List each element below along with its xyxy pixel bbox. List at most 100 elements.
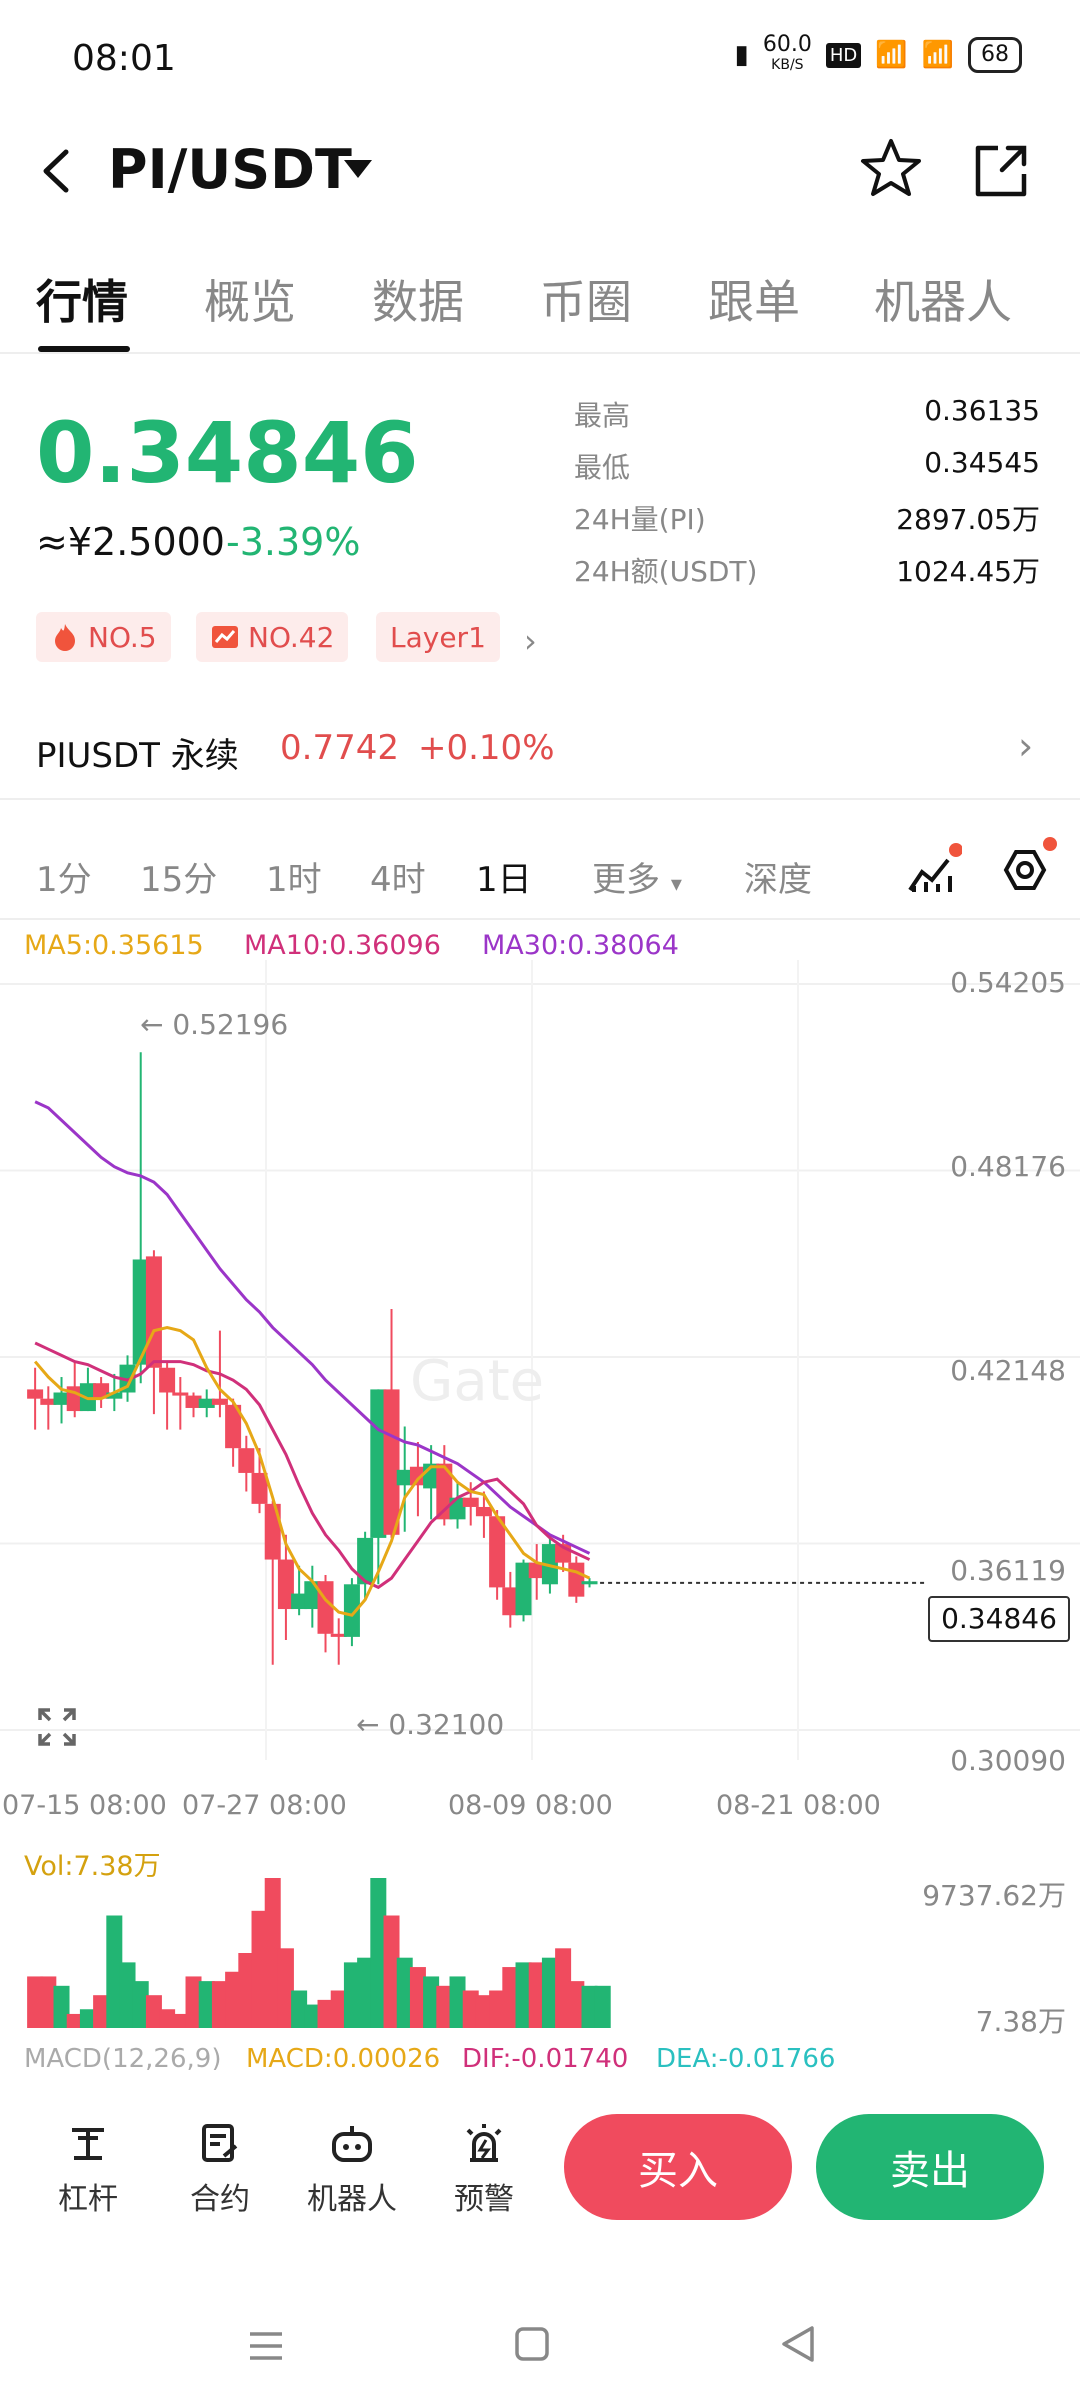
stat-low-label: 最低 [574,451,631,484]
timeframe-4h[interactable]: 4时 [370,860,426,900]
volume-bar [423,1976,440,2028]
x-tick-label: 07-15 08:00 [2,1790,167,1821]
timeframe-1m[interactable]: 1分 [36,860,92,900]
share-icon[interactable] [970,140,1032,202]
tab-market[interactable]: 行情 [36,275,128,329]
volume-bar [251,1910,268,2028]
candle-body [264,1503,281,1560]
volume-bar [370,1878,387,2028]
volume-bar [357,1957,374,2028]
divider [0,352,1080,354]
candle-body [528,1562,545,1579]
timeframe-1d[interactable]: 1日 [476,860,532,900]
contract-button[interactable]: 合约 [170,2120,270,2218]
volume-bar [40,1976,57,2028]
ma30-label: MA30:0.38064 [482,930,679,961]
system-nav-bar [0,2290,1080,2400]
volume-bar [343,1962,360,2028]
macd-dea: DEA:-0.01766 [656,2044,836,2074]
tags-chevron-right-icon[interactable]: › [524,622,537,660]
macd-name: MACD(12,26,9) [24,2044,222,2074]
ma5-line [33,1325,591,1617]
volume-bar [409,1967,426,2028]
status-bar: 08:01 ▮ 60.0 KB/S HD 📶 📶 68 [0,0,1080,120]
candle-body [568,1562,585,1597]
candle-body [383,1389,400,1535]
tab-bot[interactable]: 机器人 [874,275,1012,329]
timeframe-depth[interactable]: 深度 [744,860,812,900]
volume-bar [436,1985,453,2028]
perpetual-label[interactable]: PIUSDT 永续 [36,736,239,776]
timeframe-more[interactable]: 更多 ▾ [592,860,682,900]
buy-button[interactable]: 买入 [564,2114,792,2220]
candle-body [541,1544,558,1585]
rank-tag-hot[interactable]: NO.5 [36,612,171,662]
volume-chart [27,1878,611,2028]
home-square-icon[interactable] [512,2324,552,2364]
perpetual-chevron-right-icon[interactable]: › [1018,724,1034,768]
candle-body [40,1398,57,1405]
candle-body [409,1466,426,1486]
alert-button[interactable]: 预警 [434,2120,534,2218]
volume-bar [119,1962,136,2028]
volume-bar [211,1981,228,2028]
candlestick-chart[interactable]: Gate [0,960,1080,1780]
signal-icon-2: 📶 [921,40,954,70]
stat-turnover-label: 24H额(USDT) [574,555,758,588]
macd-value: MACD:0.00026 [246,2044,441,2074]
fullscreen-expand-icon[interactable] [36,1706,78,1748]
favorite-star-icon[interactable] [858,136,924,202]
stat-volume-value: 2897.05万 [896,503,1040,536]
y-tick-label: 0.54205 [950,966,1066,999]
indicator-chart-icon[interactable] [902,842,962,902]
x-tick-label: 07-27 08:00 [182,1790,347,1821]
candle-body [581,1581,598,1585]
sell-button[interactable]: 卖出 [816,2114,1044,2220]
timeframe-1h[interactable]: 1时 [266,860,322,900]
tab-community[interactable]: 币圈 [540,275,632,329]
ma30-line [34,1100,591,1555]
watermark-logo: Gate [410,1349,544,1414]
pair-dropdown-caret-icon[interactable] [344,160,372,178]
tab-overview[interactable]: 概览 [204,275,296,329]
volume-bar [185,1976,202,2028]
volume-label: Vol:7.38万 [24,1851,161,1882]
volume-bar [264,1878,281,2028]
leverage-icon [72,2128,104,2160]
settings-hexagon-icon[interactable] [990,836,1060,906]
flame-icon [55,624,75,651]
divider [0,918,1080,920]
candle-body [93,1383,110,1399]
candle-body [225,1404,242,1449]
volume-bar [172,2013,189,2028]
volume-bar [145,1995,162,2028]
candle-body [132,1259,149,1365]
candle-body [145,1256,162,1368]
high-annotation: ← 0.52196 [140,1008,289,1041]
back-triangle-icon[interactable] [778,2324,818,2364]
pair-title[interactable]: PI/USDT [108,138,352,201]
perpetual-change: +0.10% [418,728,555,768]
category-tag[interactable]: Layer1 [376,612,500,662]
back-arrow-icon[interactable] [34,146,84,196]
menu-icon[interactable] [246,2326,286,2366]
candle-body [53,1392,70,1405]
ma10-line [34,1341,591,1590]
timeframe-15m[interactable]: 15分 [140,860,218,900]
status-icons: ▮ 60.0 KB/S HD 📶 📶 68 [734,34,1022,74]
bot-button[interactable]: 机器人 [302,2120,402,2218]
last-price: 0.34846 [36,404,419,502]
volume-bar [541,1957,558,2028]
candle-body [489,1516,506,1588]
stat-high-value: 0.36135 [924,394,1040,427]
candle-body [317,1581,334,1634]
margin-button[interactable]: 杠杆 [38,2120,138,2218]
divider [0,798,1080,800]
tab-data[interactable]: 数据 [372,275,464,329]
volume-bar [53,1985,70,2028]
rank-tag-gain[interactable]: NO.42 [196,612,349,662]
candle-body [277,1559,294,1610]
tab-copy-trading[interactable]: 跟单 [708,275,800,329]
candle-body [198,1398,215,1408]
vibrate-icon: ▮ [734,40,749,70]
